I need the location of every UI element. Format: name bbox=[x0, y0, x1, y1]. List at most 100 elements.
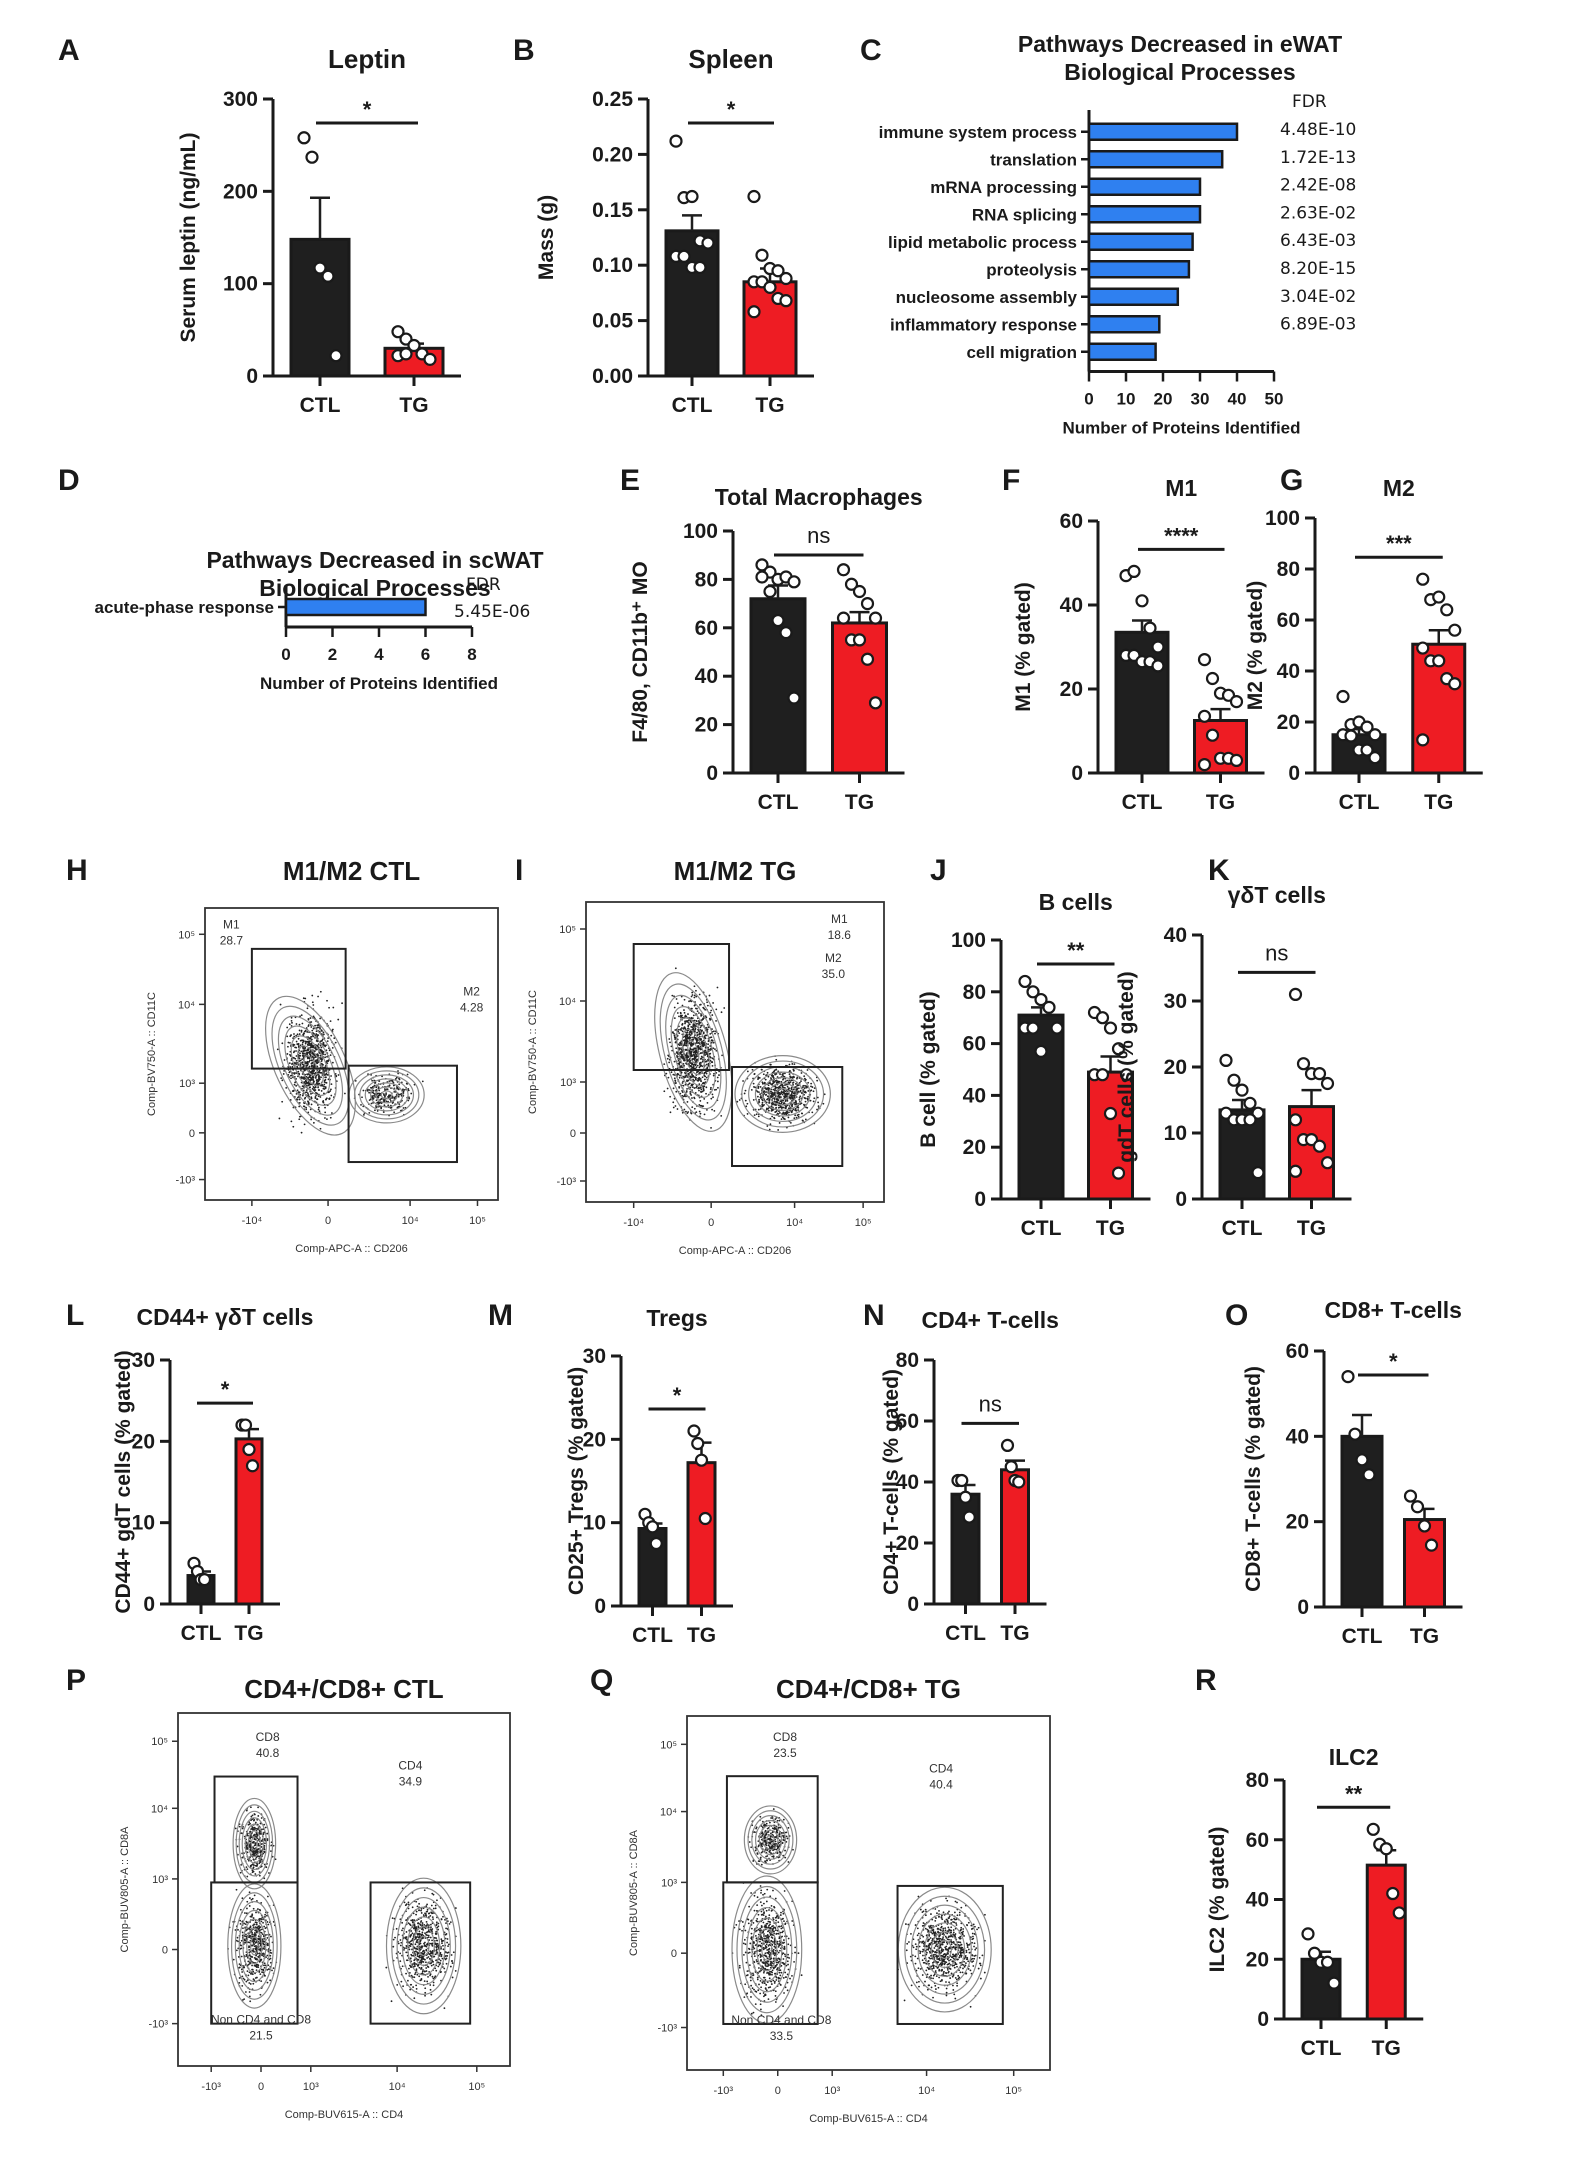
event-dot bbox=[420, 1908, 423, 1910]
event-dot bbox=[794, 1107, 797, 1110]
event-dot bbox=[810, 1082, 813, 1085]
bar-tg bbox=[1403, 1518, 1446, 1609]
event-dot bbox=[681, 1111, 684, 1114]
event-dot bbox=[319, 990, 322, 993]
event-dot bbox=[816, 1079, 819, 1082]
event-dot bbox=[784, 1090, 787, 1093]
event-dot bbox=[757, 1076, 760, 1079]
event-dot bbox=[797, 1087, 800, 1090]
event-dot bbox=[692, 1065, 695, 1068]
event-dot bbox=[323, 1083, 326, 1086]
event-dot bbox=[418, 1909, 420, 1912]
event-dot bbox=[408, 1967, 410, 1970]
event-dot bbox=[693, 994, 696, 997]
significance-label: ns bbox=[1265, 940, 1288, 965]
event-dot bbox=[708, 1048, 710, 1051]
event-dot bbox=[746, 1113, 749, 1115]
event-dot bbox=[322, 1053, 325, 1056]
event-dot bbox=[672, 1106, 675, 1109]
data-point bbox=[1012, 1475, 1026, 1489]
event-dot bbox=[778, 1080, 781, 1083]
event-dot bbox=[300, 1131, 303, 1134]
event-dot bbox=[427, 1936, 430, 1939]
event-dot bbox=[693, 1107, 696, 1110]
data-point bbox=[391, 325, 405, 339]
event-dot bbox=[772, 1102, 775, 1105]
event-dot bbox=[407, 1979, 409, 1982]
event-dot bbox=[689, 1030, 692, 1033]
y-tick-label: 20 bbox=[1277, 711, 1300, 734]
event-dot bbox=[691, 1086, 694, 1089]
event-dot bbox=[695, 989, 697, 992]
event-dot bbox=[692, 1038, 695, 1041]
event-dot bbox=[676, 1054, 678, 1057]
event-dot bbox=[302, 1105, 305, 1108]
y-tick-label: 10⁵ bbox=[178, 929, 195, 941]
gate-percent: 35.0 bbox=[822, 967, 846, 981]
event-dot bbox=[406, 1073, 409, 1076]
event-dot bbox=[314, 1024, 317, 1027]
panel-label-k: K bbox=[1208, 854, 1230, 887]
event-dot bbox=[398, 1078, 401, 1081]
event-dot bbox=[295, 1077, 298, 1080]
event-dot bbox=[323, 1074, 326, 1076]
event-dot bbox=[681, 1024, 684, 1026]
x-axis-label: Number of Proteins Identified bbox=[1062, 419, 1300, 438]
event-dot bbox=[690, 1016, 693, 1019]
event-dot bbox=[260, 1980, 263, 1983]
event-dot bbox=[387, 1095, 389, 1098]
event-dot bbox=[691, 991, 694, 994]
event-dot bbox=[786, 1085, 789, 1088]
event-dot bbox=[317, 1073, 319, 1076]
event-dot bbox=[709, 1032, 712, 1035]
event-dot bbox=[779, 1100, 782, 1103]
y-axis-label: M2 (% gated) bbox=[1244, 581, 1267, 711]
data-point bbox=[1243, 1113, 1257, 1127]
x-tick-label: CTL bbox=[1339, 791, 1380, 814]
data-point bbox=[423, 352, 437, 366]
event-dot bbox=[323, 1088, 326, 1090]
event-dot bbox=[669, 1095, 672, 1098]
y-axis-label: Comp-BV750-A :: CD11C bbox=[527, 990, 539, 1114]
event-dot bbox=[421, 1922, 424, 1924]
data-point bbox=[1111, 1042, 1126, 1056]
event-dot bbox=[298, 1054, 301, 1057]
event-dot bbox=[667, 1076, 670, 1079]
event-dot bbox=[426, 1923, 429, 1926]
x-tick-label: -10³ bbox=[201, 2081, 221, 2093]
event-dot bbox=[241, 1975, 244, 1978]
event-dot bbox=[706, 1066, 709, 1069]
data-point bbox=[1368, 751, 1382, 765]
event-dot bbox=[302, 1032, 305, 1035]
event-dot bbox=[668, 1061, 671, 1064]
event-dot bbox=[248, 1936, 251, 1939]
event-dot bbox=[429, 1973, 432, 1976]
event-dot bbox=[253, 1818, 256, 1821]
event-dot bbox=[254, 1842, 257, 1844]
event-dot bbox=[689, 1048, 692, 1051]
event-dot bbox=[704, 1075, 707, 1078]
event-dot bbox=[254, 1821, 257, 1824]
event-dot bbox=[246, 1970, 249, 1973]
data-point bbox=[747, 189, 761, 204]
event-dot bbox=[700, 1013, 702, 1015]
y-tick-label: 0 bbox=[162, 1945, 168, 1957]
event-dot bbox=[246, 1907, 248, 1910]
event-dot bbox=[314, 1047, 317, 1050]
event-dot bbox=[685, 1033, 688, 1036]
event-dot bbox=[311, 994, 314, 997]
event-dot bbox=[311, 1069, 314, 1072]
y-tick-label: 300 bbox=[223, 88, 258, 111]
y-tick-label: 20 bbox=[1060, 678, 1083, 701]
event-dot bbox=[437, 1965, 440, 1968]
event-dot bbox=[689, 1062, 692, 1064]
event-dot bbox=[715, 1020, 717, 1022]
y-tick-label: 0.15 bbox=[592, 199, 633, 222]
event-dot bbox=[283, 1059, 286, 1061]
y-tick-label: 40 bbox=[1286, 1425, 1309, 1448]
event-dot bbox=[755, 1113, 758, 1116]
event-dot bbox=[777, 1129, 780, 1131]
event-dot bbox=[266, 1943, 269, 1946]
data-point bbox=[1095, 1011, 1110, 1025]
